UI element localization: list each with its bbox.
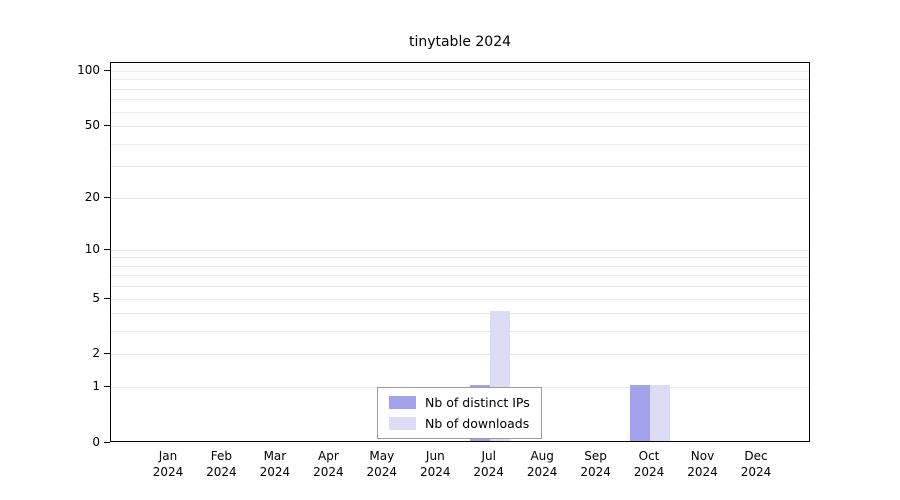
legend-row: Nb of downloads: [389, 416, 530, 431]
x-tick-month: Aug: [530, 449, 554, 463]
x-tick-label: Sep 2024: [564, 448, 628, 480]
gridline: [111, 143, 809, 145]
x-tick-year: 2024: [313, 465, 344, 479]
y-tick-label: 100: [77, 63, 100, 77]
x-tick-month: Dec: [744, 449, 768, 463]
x-tick-month: Jun: [425, 449, 445, 463]
gridline: [111, 354, 809, 356]
x-tick-month: Jan: [158, 449, 178, 463]
x-tick-label: Dec 2024: [724, 448, 788, 480]
x-tick-month: Jul: [481, 449, 496, 463]
x-tick-year: 2024: [473, 465, 504, 479]
y-tick-label: 1: [92, 379, 100, 394]
y-tick-mark: [104, 386, 110, 388]
x-tick-year: 2024: [366, 465, 398, 479]
x-tick-year: 2024: [740, 465, 772, 479]
x-tick-month: May: [369, 449, 395, 463]
gridline: [111, 275, 809, 277]
x-tick-year: 2024: [633, 465, 665, 479]
legend-swatch: [389, 396, 416, 409]
x-tick-year: 2024: [687, 465, 718, 479]
gridline: [111, 313, 809, 315]
x-tick-month: Oct: [638, 449, 660, 463]
gridline: [111, 286, 809, 288]
y-tick-mark: [104, 196, 110, 198]
y-tick-label: 10: [84, 241, 100, 256]
y-tick-label: 0: [92, 435, 100, 449]
legend: Nb of distinct IPs Nb of downloads: [377, 387, 542, 439]
x-tick-month: Mar: [263, 449, 287, 463]
x-tick-year: 2024: [580, 465, 611, 479]
y-tick-label: 20: [84, 189, 100, 204]
x-tick-year: 2024: [526, 465, 558, 479]
y-tick-mark: [104, 442, 110, 443]
x-tick-label: Jan 2024: [136, 448, 200, 480]
x-tick-label: Apr 2024: [296, 448, 360, 480]
gridline: [111, 331, 809, 333]
gridline: [111, 71, 809, 72]
gridline: [111, 111, 809, 113]
bar-downloads: [650, 385, 670, 441]
gridline: [111, 126, 809, 128]
x-tick-label: Oct 2024: [617, 448, 681, 480]
gridline: [111, 166, 809, 168]
x-tick-year: 2024: [206, 465, 237, 479]
x-tick-label: Mar 2024: [243, 448, 307, 480]
x-tick-label: Aug 2024: [510, 448, 574, 480]
legend-label: Nb of distinct IPs: [425, 395, 530, 410]
x-tick-label: Feb 2024: [189, 448, 253, 480]
gridline: [111, 79, 809, 81]
gridline: [111, 249, 809, 251]
y-tick-mark: [104, 125, 110, 127]
bar-distinct-ips: [630, 385, 650, 441]
y-tick-label: 2: [92, 346, 100, 361]
gridline: [111, 265, 809, 267]
gridline: [111, 88, 809, 90]
x-tick-month: Feb: [210, 449, 233, 463]
legend-swatch: [389, 417, 416, 430]
x-tick-label: May 2024: [350, 448, 414, 480]
x-tick-label: Nov 2024: [671, 448, 735, 480]
gridline: [111, 197, 809, 199]
y-tick-mark: [104, 353, 110, 355]
y-tick-mark: [104, 70, 110, 71]
x-tick-label: Jul 2024: [457, 448, 521, 480]
y-tick-label: 5: [92, 290, 100, 305]
x-tick-month: Nov: [690, 449, 715, 463]
legend-label: Nb of downloads: [425, 416, 530, 431]
plot-area: Nb of distinct IPs Nb of downloads: [110, 62, 810, 442]
chart-title: tinytable 2024: [408, 34, 512, 50]
legend-row: Nb of distinct IPs: [389, 395, 530, 410]
x-tick-month: Apr: [318, 449, 339, 463]
gridline: [111, 298, 809, 300]
gridline: [111, 99, 809, 101]
x-tick-month: Sep: [584, 449, 607, 463]
gridline: [111, 257, 809, 259]
x-tick-year: 2024: [420, 465, 451, 479]
y-tick-mark: [104, 297, 110, 299]
y-tick-mark: [104, 248, 110, 250]
x-tick-year: 2024: [259, 465, 291, 479]
x-tick-year: 2024: [152, 465, 184, 479]
y-tick-label: 50: [84, 118, 100, 133]
x-tick-label: Jun 2024: [403, 448, 467, 480]
